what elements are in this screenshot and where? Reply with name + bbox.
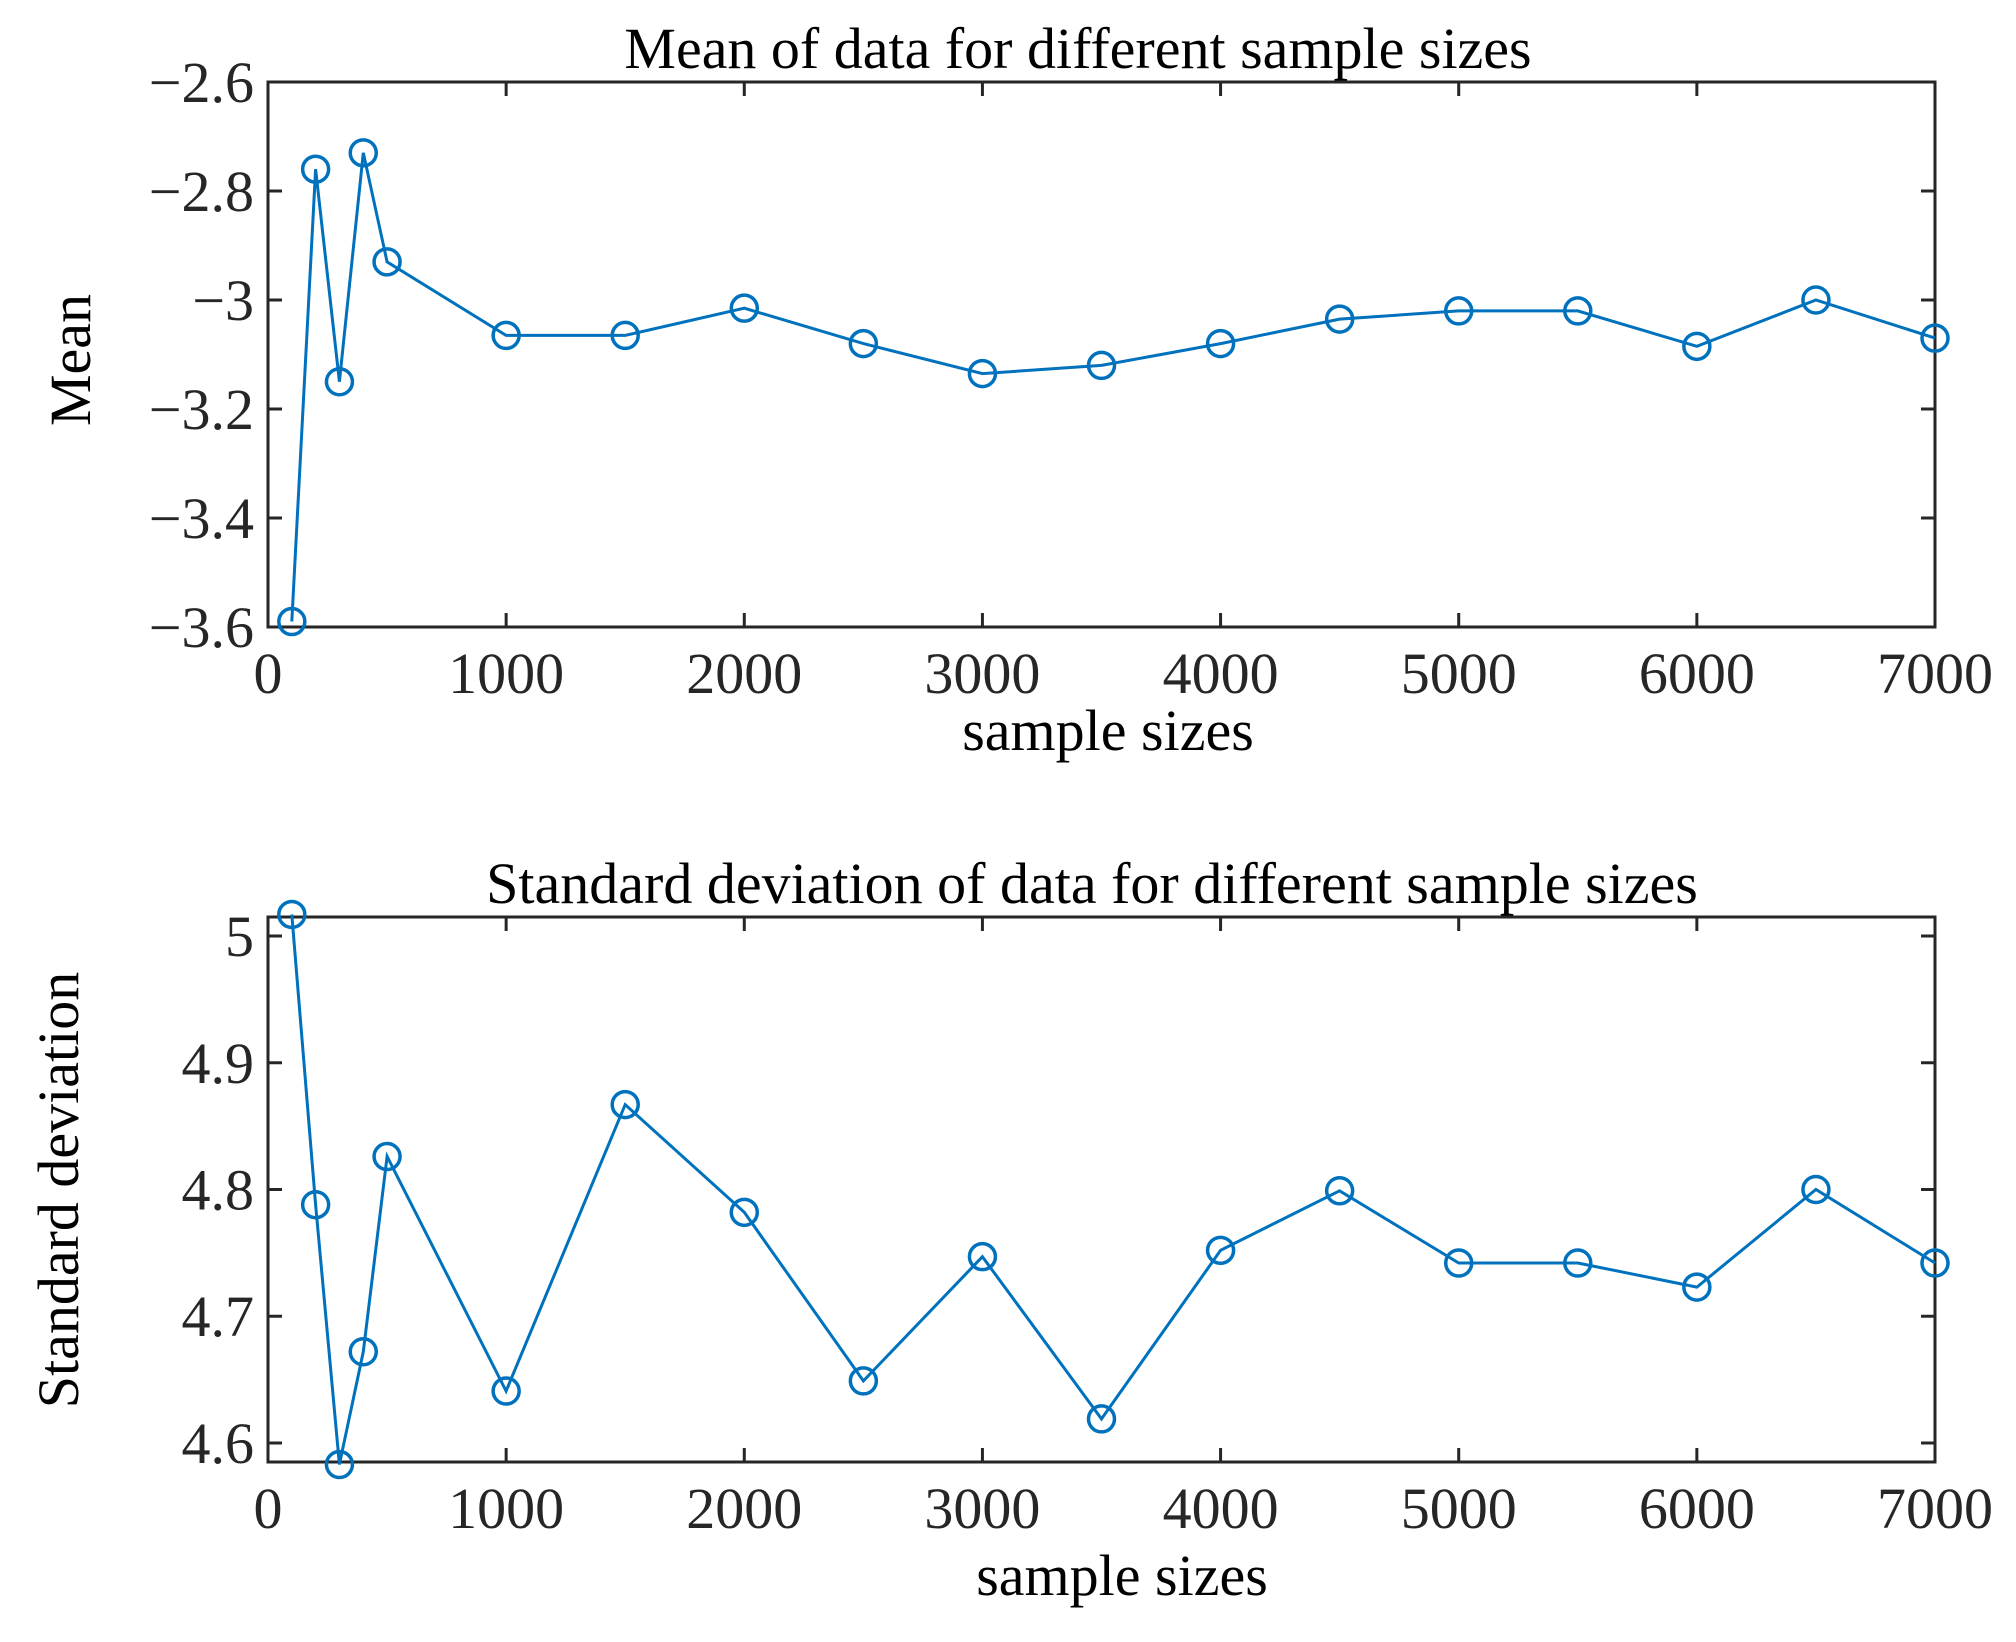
mean-data-point [967, 358, 998, 389]
std-y-tick-label: 4.6 [182, 1411, 255, 1476]
std-y-tick-label: 4.7 [182, 1284, 255, 1349]
std-data-point [1324, 1176, 1355, 1206]
std-y-tick-label: 5 [225, 904, 254, 969]
std-x-tick-label: 1000 [448, 1476, 564, 1541]
std-x-tick-label: 4000 [1163, 1476, 1279, 1541]
std-x-axis-label: sample sizes [976, 1543, 1268, 1608]
mean-data-point [1086, 350, 1117, 381]
mean-data-point [729, 293, 760, 323]
mean-y-tick-label: −2.8 [149, 159, 254, 224]
mean-y-tick-label: −3.6 [149, 595, 254, 660]
std-y-axis: 4.6 4.7 4.8 4.9 5 [182, 904, 1935, 1476]
std-data-point [324, 1449, 355, 1480]
mean-chart: Mean of data for different sample sizes … [38, 16, 1993, 763]
mean-data-point [348, 138, 379, 168]
mean-data-point [277, 606, 307, 637]
std-chart-title: Standard deviation of data for different… [486, 851, 1698, 916]
std-series-line [290, 914, 1936, 1465]
mean-x-tick-label: 4000 [1163, 641, 1279, 706]
mean-x-tick-label: 2000 [686, 641, 802, 706]
mean-x-axis-label: sample sizes [962, 698, 1254, 763]
std-data-point [1086, 1404, 1117, 1434]
mean-y-axis-label: Mean [38, 294, 103, 426]
mean-y-tick-label: −3.2 [149, 377, 254, 442]
mean-plot-area [266, 80, 1937, 629]
mean-y-tick-label: −3 [192, 268, 254, 333]
std-x-tick-label: 2000 [686, 1476, 802, 1541]
std-data-point [848, 1366, 879, 1396]
mean-data-point [1443, 296, 1474, 326]
std-series [277, 899, 1950, 1480]
mean-y-tick-label: −2.6 [149, 50, 254, 115]
mean-data-point [1324, 304, 1355, 334]
mean-data-point [1801, 285, 1831, 315]
mean-series [277, 138, 1950, 637]
mean-data-point [610, 320, 640, 351]
mean-x-tick-label: 1000 [448, 641, 564, 706]
std-data-point [1682, 1272, 1712, 1302]
mean-x-tick-label: 6000 [1639, 641, 1755, 706]
mean-y-tick-label: −3.4 [149, 486, 254, 551]
std-data-point [610, 1089, 640, 1120]
mean-x-tick-label: 5000 [1401, 641, 1517, 706]
mean-x-axis: 0 1000 2000 3000 4000 5000 6000 7000 [254, 82, 1993, 706]
std-data-point [1563, 1248, 1593, 1278]
std-data-point [1205, 1235, 1236, 1266]
std-x-tick-label: 7000 [1877, 1476, 1993, 1541]
mean-data-point [1205, 328, 1236, 359]
std-chart: Standard deviation of data for different… [26, 851, 1993, 1608]
mean-chart-title: Mean of data for different sample sizes [624, 16, 1531, 81]
std-y-tick-label: 4.8 [182, 1158, 255, 1223]
mean-x-tick-label: 3000 [924, 641, 1040, 706]
std-data-point [729, 1197, 760, 1228]
mean-data-point [1682, 331, 1712, 362]
mean-series-line [290, 152, 1936, 622]
mean-data-point [324, 367, 355, 397]
mean-data-point [300, 154, 331, 184]
std-data-point [348, 1336, 379, 1367]
std-x-tick-label: 6000 [1639, 1476, 1755, 1541]
mean-x-tick-label: 0 [254, 641, 283, 706]
std-data-point [300, 1189, 331, 1220]
std-data-point [372, 1141, 402, 1172]
std-x-axis: 0 1000 2000 3000 4000 5000 6000 7000 [254, 917, 1993, 1541]
std-y-axis-label: Standard deviation [26, 972, 91, 1409]
mean-data-point [1920, 323, 1950, 353]
std-data-point [277, 899, 307, 930]
mean-data-point [372, 247, 402, 277]
std-data-point [1920, 1248, 1950, 1278]
std-y-tick-label: 4.9 [182, 1031, 255, 1096]
std-data-point [1443, 1248, 1474, 1278]
mean-x-tick-label: 7000 [1877, 641, 1993, 706]
std-data-point [491, 1376, 521, 1406]
std-x-tick-label: 3000 [924, 1476, 1040, 1541]
mean-data-point [848, 328, 879, 359]
std-data-point [967, 1241, 998, 1272]
mean-data-point [491, 320, 521, 351]
std-x-tick-label: 0 [254, 1476, 283, 1541]
mean-data-point [1563, 296, 1593, 326]
std-x-tick-label: 5000 [1401, 1476, 1517, 1541]
std-data-point [1801, 1174, 1831, 1205]
mean-y-axis: −3.6 −3.4 −3.2 −3 −2.8 −2.6 [149, 50, 1935, 660]
